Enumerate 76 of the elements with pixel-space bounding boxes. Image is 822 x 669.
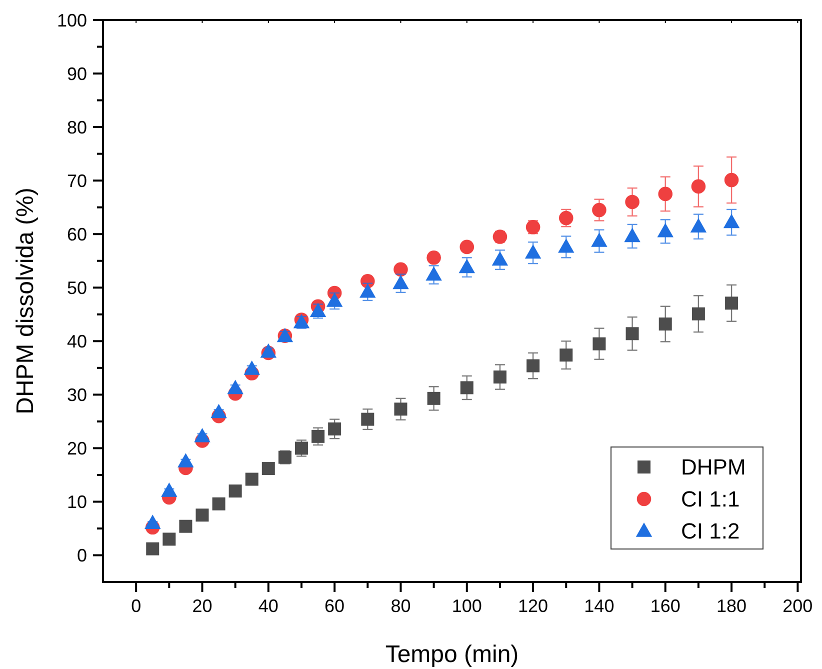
point — [691, 179, 706, 194]
point — [658, 186, 673, 202]
legend-label: CI 1:1 — [681, 486, 740, 512]
x-tick-label: 140 — [584, 596, 614, 616]
point — [262, 462, 275, 476]
point — [194, 428, 210, 442]
y-tick-label: 30 — [66, 384, 87, 405]
point — [360, 283, 376, 298]
point — [161, 482, 178, 497]
point — [690, 218, 707, 232]
point — [212, 497, 226, 510]
point — [178, 453, 194, 468]
point — [458, 258, 476, 274]
point — [624, 228, 640, 242]
y-tick-label: 70 — [66, 170, 87, 191]
point — [426, 266, 442, 281]
x-tick-label: 40 — [258, 596, 278, 616]
x-tick-label: 60 — [324, 596, 345, 616]
point — [210, 404, 227, 418]
point — [558, 238, 574, 253]
point — [228, 484, 242, 498]
point — [657, 222, 674, 238]
point — [625, 194, 640, 210]
point — [394, 402, 408, 416]
y-tick-label: 90 — [66, 64, 87, 84]
x-tick-label: 100 — [452, 596, 482, 616]
point — [626, 327, 639, 340]
point — [460, 240, 474, 254]
point — [312, 430, 325, 443]
point — [725, 296, 738, 310]
point — [328, 422, 342, 436]
point — [560, 348, 573, 362]
point — [460, 381, 474, 394]
point — [692, 307, 705, 320]
y-tick-label: 100 — [56, 10, 87, 30]
x-tick-label: 120 — [518, 596, 548, 616]
legend-label: CI 1:2 — [681, 518, 740, 544]
point — [244, 360, 260, 375]
point — [592, 202, 606, 218]
point — [493, 370, 506, 384]
point — [723, 214, 740, 228]
y-tick-label: 10 — [66, 492, 87, 512]
point — [492, 251, 508, 266]
x-tick-label: 80 — [390, 596, 411, 616]
point — [227, 380, 244, 394]
point — [724, 172, 739, 188]
y-tick-label: 40 — [66, 331, 87, 352]
point — [591, 232, 608, 247]
y-tick-label: 60 — [66, 224, 87, 244]
point — [524, 244, 542, 259]
point — [392, 274, 409, 290]
x-tick-label: 0 — [131, 596, 142, 616]
point — [427, 392, 440, 405]
x-tick-label: 180 — [716, 596, 747, 616]
point — [162, 532, 176, 546]
point — [146, 542, 160, 556]
point — [658, 318, 672, 331]
x-tick-label: 20 — [192, 596, 212, 616]
x-tick-label: 200 — [782, 596, 813, 616]
x-axis-title: Tempo (min) — [385, 641, 519, 668]
legend-label: DHPM — [681, 454, 746, 480]
y-tick-label: 50 — [66, 278, 87, 298]
y-tick-label: 80 — [66, 117, 87, 138]
point — [526, 359, 540, 372]
point — [361, 412, 374, 426]
y-tick-label: 20 — [66, 438, 87, 458]
x-tick-label: 160 — [650, 596, 680, 616]
point — [144, 514, 161, 529]
y-axis-title: DHPM dissolvida (%) — [12, 188, 39, 414]
y-tick-label: 0 — [76, 546, 87, 566]
point — [426, 250, 441, 265]
point — [196, 508, 209, 522]
point — [179, 520, 192, 533]
point — [326, 292, 343, 307]
point — [592, 337, 606, 350]
point — [245, 472, 258, 486]
